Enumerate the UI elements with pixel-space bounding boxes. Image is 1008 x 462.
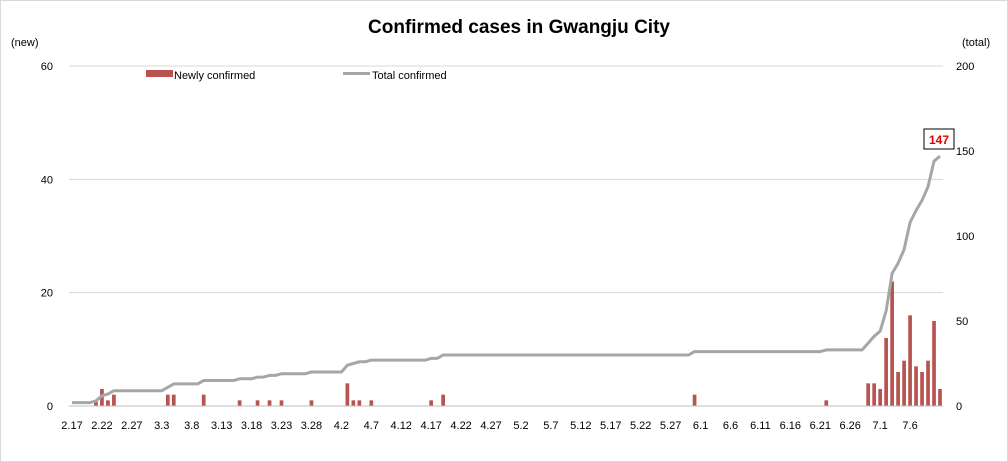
bar-newly-confirmed xyxy=(279,400,284,406)
bar-newly-confirmed xyxy=(926,360,930,406)
y-right-axis-label: (total) xyxy=(962,37,990,49)
x-tick-label: 4.17 xyxy=(420,420,441,432)
legend-label-newly-confirmed: Newly confirmed xyxy=(174,70,255,82)
bar-newly-confirmed xyxy=(932,321,936,406)
y-left-tick-label: 40 xyxy=(41,174,53,186)
x-tick-label: 3.18 xyxy=(241,420,262,432)
legend: Newly confirmed Total confirmed xyxy=(146,70,447,82)
x-tick-label: 5.27 xyxy=(660,420,681,432)
bar-newly-confirmed xyxy=(94,400,98,406)
bar-newly-confirmed xyxy=(878,389,882,406)
y-right-tick-label: 200 xyxy=(956,61,974,73)
bar-newly-confirmed xyxy=(171,394,176,406)
bar-newly-confirmed xyxy=(165,394,170,406)
x-tick-label: 6.11 xyxy=(750,420,771,432)
bar-newly-confirmed xyxy=(267,400,272,406)
legend-swatch-newly-confirmed xyxy=(146,70,173,77)
chart-title: Confirmed cases in Gwangju City xyxy=(368,17,670,38)
bar-newly-confirmed xyxy=(908,315,912,406)
x-tick-label: 2.17 xyxy=(61,420,82,432)
x-tick-label: 2.27 xyxy=(121,420,142,432)
bar-newly-confirmed xyxy=(896,372,900,406)
x-tick-label: 5.22 xyxy=(630,420,651,432)
x-tick-label: 3.28 xyxy=(301,420,322,432)
bar-newly-confirmed xyxy=(441,394,445,406)
bar-newly-confirmed xyxy=(112,394,116,406)
x-tick-label: 3.3 xyxy=(154,420,169,432)
y-left-tick-label: 20 xyxy=(41,288,53,300)
y-right-tick-label: 150 xyxy=(956,146,974,158)
x-tick-label: 4.22 xyxy=(450,420,471,432)
bar-newly-confirmed xyxy=(255,400,260,406)
y-right-tick-label: 0 xyxy=(956,401,962,413)
x-tick-label: 3.23 xyxy=(271,420,292,432)
x-tick-label: 6.26 xyxy=(840,420,861,432)
total-callout: 147 xyxy=(923,128,955,150)
x-tick-label: 4.27 xyxy=(480,420,501,432)
x-tick-label: 6.16 xyxy=(780,420,801,432)
x-tick-label: 4.2 xyxy=(334,420,349,432)
x-tick-label: 7.6 xyxy=(902,420,917,432)
bar-newly-confirmed xyxy=(345,383,350,406)
bar-newly-confirmed xyxy=(920,372,924,406)
x-tick-label: 6.21 xyxy=(810,420,831,432)
line-series-total-confirmed xyxy=(71,154,941,405)
x-tick-label: 5.17 xyxy=(600,420,621,432)
x-tick-label: 3.8 xyxy=(184,420,199,432)
bar-newly-confirmed xyxy=(902,360,906,406)
bar-newly-confirmed xyxy=(357,400,362,406)
bar-newly-confirmed xyxy=(429,400,434,406)
bar-newly-confirmed xyxy=(824,400,829,406)
x-tick-label: 2.22 xyxy=(91,420,112,432)
bar-newly-confirmed xyxy=(692,394,697,406)
bar-newly-confirmed xyxy=(309,400,314,406)
x-tick-label: 6.6 xyxy=(723,420,738,432)
legend-label-total-confirmed: Total confirmed xyxy=(372,70,447,82)
total-callout-label: 147 xyxy=(929,133,949,147)
bar-newly-confirmed xyxy=(890,281,894,406)
x-tick-label: 4.7 xyxy=(364,420,379,432)
total-callout-box xyxy=(923,128,955,150)
bar-series-newly-confirmed xyxy=(94,281,942,406)
bar-newly-confirmed xyxy=(866,383,871,406)
x-tick-label: 7.1 xyxy=(872,420,887,432)
axes: 0 20 40 60 0 50 100 150 200 2.17 2.22 2.27 3.3 3.8 3.1… xyxy=(41,61,975,432)
x-tick-label: 5.12 xyxy=(570,420,591,432)
bar-newly-confirmed xyxy=(369,400,374,406)
bar-newly-confirmed xyxy=(914,366,918,406)
x-tick-label: 5.7 xyxy=(543,420,558,432)
y-right-tick-label: 100 xyxy=(956,231,974,243)
bar-newly-confirmed xyxy=(938,389,942,406)
x-tick-label: 6.1 xyxy=(693,420,708,432)
y-left-axis-label: (new) xyxy=(11,37,39,49)
bar-newly-confirmed xyxy=(872,383,877,406)
x-tick-label: 5.2 xyxy=(513,420,528,432)
y-right-tick-label: 50 xyxy=(956,316,968,328)
y-left-tick-label: 60 xyxy=(41,61,53,73)
x-tick-label: 4.12 xyxy=(391,420,412,432)
line-total-confirmed xyxy=(71,154,941,405)
bar-newly-confirmed xyxy=(201,394,206,406)
bar-newly-confirmed xyxy=(884,338,888,406)
bar-newly-confirmed xyxy=(351,400,356,406)
x-tick-label: 3.13 xyxy=(211,420,232,432)
bar-newly-confirmed xyxy=(106,400,110,406)
gridlines xyxy=(69,65,943,294)
bar-newly-confirmed xyxy=(237,400,242,406)
y-left-tick-label: 0 xyxy=(47,401,53,413)
